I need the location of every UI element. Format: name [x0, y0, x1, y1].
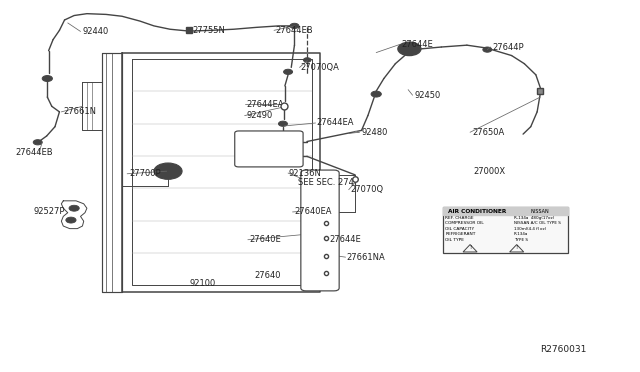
FancyBboxPatch shape: [235, 131, 303, 167]
Circle shape: [483, 47, 492, 52]
Text: 92440: 92440: [83, 27, 109, 36]
Circle shape: [281, 154, 289, 158]
Text: OIL TYPE: OIL TYPE: [445, 238, 464, 242]
Text: 27644EB: 27644EB: [15, 148, 53, 157]
Text: TYPE S: TYPE S: [514, 238, 528, 242]
Text: NISSAN A/C OIL TYPE S: NISSAN A/C OIL TYPE S: [514, 221, 561, 225]
Text: R2760031: R2760031: [540, 345, 587, 354]
Circle shape: [253, 141, 272, 153]
Circle shape: [66, 217, 76, 223]
Text: !: !: [516, 245, 518, 250]
Text: 27700P: 27700P: [130, 169, 161, 178]
Circle shape: [154, 163, 182, 179]
Circle shape: [281, 137, 289, 142]
Text: 130ml(4.4 fl oz): 130ml(4.4 fl oz): [514, 227, 547, 231]
Text: REF. CHARGE: REF. CHARGE: [445, 216, 474, 220]
Circle shape: [42, 76, 52, 81]
Text: 27000X: 27000X: [473, 167, 506, 176]
Circle shape: [287, 145, 295, 149]
Text: 27644E: 27644E: [402, 40, 433, 49]
Text: 92480: 92480: [362, 128, 388, 137]
Text: 27650A: 27650A: [472, 128, 504, 137]
Text: R-134a: R-134a: [514, 232, 529, 236]
Text: NISSAN: NISSAN: [531, 209, 550, 214]
Circle shape: [243, 136, 282, 158]
Text: 27644E: 27644E: [330, 235, 362, 244]
Circle shape: [290, 23, 299, 29]
Circle shape: [33, 140, 42, 145]
FancyBboxPatch shape: [443, 207, 568, 253]
FancyBboxPatch shape: [301, 170, 339, 291]
Text: R-134a  480g(17oz): R-134a 480g(17oz): [514, 216, 554, 220]
Bar: [443, 207, 568, 215]
Text: SEE SEC. 274: SEE SEC. 274: [298, 178, 353, 187]
Text: 27644EA: 27644EA: [246, 100, 284, 109]
Circle shape: [284, 69, 292, 74]
Text: REFRIGERANT: REFRIGERANT: [445, 232, 476, 236]
Text: 92450: 92450: [415, 91, 441, 100]
Circle shape: [162, 167, 174, 175]
Circle shape: [259, 145, 266, 149]
Text: !: !: [469, 245, 471, 250]
Text: 27644P: 27644P: [492, 42, 524, 51]
Text: 27644EA: 27644EA: [317, 119, 355, 128]
Circle shape: [371, 91, 381, 97]
Text: 27644EB: 27644EB: [275, 26, 313, 35]
Circle shape: [303, 58, 311, 62]
Text: 92527P: 92527P: [34, 208, 65, 217]
Text: AIR CONDITIONER: AIR CONDITIONER: [449, 209, 507, 214]
Text: 92490: 92490: [246, 111, 273, 120]
Circle shape: [278, 121, 287, 126]
Text: OIL CAPACITY: OIL CAPACITY: [445, 227, 474, 231]
Text: 27070Q: 27070Q: [351, 185, 384, 194]
Text: 27640: 27640: [255, 271, 282, 280]
Text: 27640E: 27640E: [250, 235, 282, 244]
Text: 92136N: 92136N: [288, 169, 321, 177]
Text: 27755N: 27755N: [192, 26, 225, 35]
Circle shape: [69, 205, 79, 211]
Text: 27070QA: 27070QA: [301, 63, 340, 72]
Text: 92100: 92100: [189, 279, 215, 288]
Text: 27661NA: 27661NA: [347, 253, 385, 262]
Text: COMPRESSOR OIL: COMPRESSOR OIL: [445, 221, 484, 225]
Text: 27661N: 27661N: [63, 108, 96, 116]
Text: 27640EA: 27640EA: [294, 208, 332, 217]
Circle shape: [398, 42, 421, 55]
